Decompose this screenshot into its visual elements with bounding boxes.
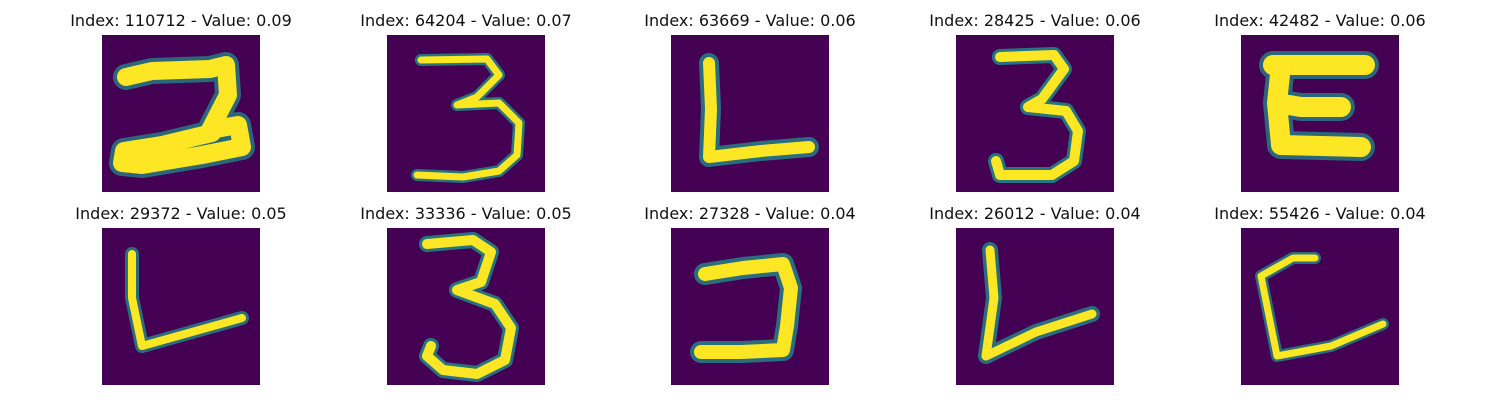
digit-panel: Index: 27328 - Value: 0.04: [600, 193, 900, 386]
digit-image: [671, 35, 829, 192]
digit-panel: Index: 28425 - Value: 0.06: [885, 0, 1185, 193]
digit-image: [387, 228, 545, 385]
panel-title: Index: 29372 - Value: 0.05: [75, 204, 287, 223]
digit-panel: Index: 55426 - Value: 0.04: [1170, 193, 1470, 386]
panel-title: Index: 33336 - Value: 0.05: [360, 204, 572, 223]
digit-panel: Index: 110712 - Value: 0.09: [31, 0, 331, 193]
digit-panel: Index: 26012 - Value: 0.04: [885, 193, 1185, 386]
digit-image: [1241, 228, 1399, 385]
digit-image: [387, 35, 545, 192]
digit-panel: Index: 42482 - Value: 0.06: [1170, 0, 1470, 193]
digit-image: [1241, 35, 1399, 192]
panel-title: Index: 63669 - Value: 0.06: [644, 11, 856, 30]
digit-image: [102, 228, 260, 385]
panel-title: Index: 26012 - Value: 0.04: [929, 204, 1141, 223]
digit-image: [956, 228, 1114, 385]
panel-title: Index: 55426 - Value: 0.04: [1214, 204, 1426, 223]
digit-panel: Index: 29372 - Value: 0.05: [31, 193, 331, 386]
panel-title: Index: 27328 - Value: 0.04: [644, 204, 856, 223]
panel-title: Index: 110712 - Value: 0.09: [70, 11, 292, 30]
digit-image: [671, 228, 829, 385]
panel-title: Index: 28425 - Value: 0.06: [929, 11, 1141, 30]
digit-image: [102, 35, 260, 192]
digit-panel: Index: 33336 - Value: 0.05: [316, 193, 616, 386]
digit-image: [956, 35, 1114, 192]
digit-panel: Index: 64204 - Value: 0.07: [316, 0, 616, 193]
panel-title: Index: 64204 - Value: 0.07: [360, 11, 572, 30]
digit-panel: Index: 63669 - Value: 0.06: [600, 0, 900, 193]
panel-title: Index: 42482 - Value: 0.06: [1214, 11, 1426, 30]
